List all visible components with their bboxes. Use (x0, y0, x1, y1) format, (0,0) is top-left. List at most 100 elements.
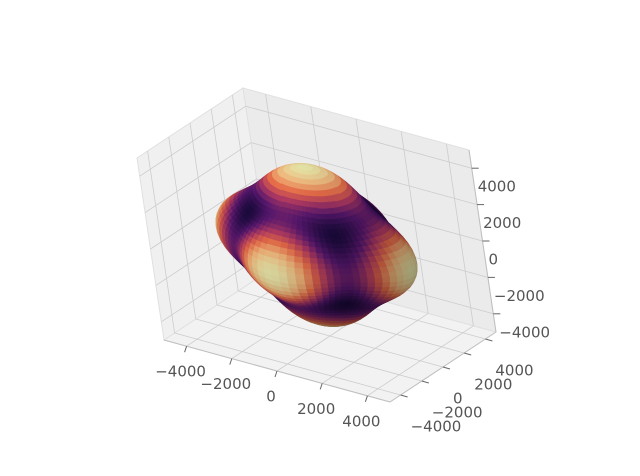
surface-patch (309, 262, 319, 270)
surface-patch (329, 312, 335, 316)
grid-line-z-back (250, 142, 478, 205)
surface-patch (353, 285, 361, 291)
grid-line-z-side (150, 178, 257, 250)
surface-patch (381, 276, 391, 283)
surface-patch (316, 257, 325, 264)
surface-patch (366, 282, 376, 288)
surface-patch (305, 288, 315, 294)
surface-patch (339, 277, 348, 283)
surface-patch (302, 267, 312, 275)
surface-patch (380, 271, 390, 279)
grid-line-x-floor (321, 313, 429, 384)
surface-patch (314, 241, 322, 249)
surface-patch (308, 246, 317, 253)
surface-patch (303, 278, 314, 285)
surface-patch (333, 312, 339, 316)
surface-patch (332, 272, 341, 279)
surface-patch (365, 272, 375, 279)
surface-patch (294, 249, 303, 258)
surface-patch (346, 289, 354, 294)
surface-patch (359, 285, 368, 291)
x-tick-label: 0 (266, 388, 276, 406)
surface-patch (296, 283, 307, 290)
surface-patch (372, 272, 383, 279)
surface-patch (303, 273, 313, 280)
surface-patch (346, 281, 354, 287)
y-tick-label: −4000 (411, 418, 462, 436)
x-tick-mark (274, 370, 278, 378)
x-tick-label: −4000 (155, 363, 206, 381)
surface-patch (320, 312, 327, 316)
surface-patch (318, 273, 328, 280)
surface-patch (359, 277, 368, 283)
surface-patch (317, 268, 327, 275)
surface-patch (313, 237, 321, 244)
surface-patch (301, 256, 311, 264)
grid-line-x-floor (367, 325, 474, 397)
surface-patch (366, 277, 376, 283)
surface-patch (310, 273, 320, 280)
surface (215, 163, 418, 327)
surface-patch (329, 314, 335, 319)
surface-patch (353, 281, 361, 287)
surface-patch (333, 282, 342, 288)
surface-patch (294, 267, 304, 275)
surface-patch (325, 273, 334, 280)
grid-line-x-back (400, 131, 429, 314)
tick-marks (184, 167, 501, 402)
surface-patch (366, 286, 375, 291)
surface-patch (345, 272, 354, 279)
surface-patch (301, 250, 310, 258)
surface-patch (295, 278, 306, 285)
surface-patch (331, 267, 340, 274)
surface-patch (316, 262, 326, 270)
surface-patch (333, 317, 338, 321)
surface-patch (333, 277, 341, 284)
surface-patch (325, 317, 331, 321)
surface-patch (344, 298, 352, 302)
grid-line-z-back (245, 105, 472, 169)
surface-patch (298, 292, 309, 297)
surface-patch (279, 247, 288, 256)
y-tick-mark (442, 366, 451, 370)
x-tick-label: 2000 (297, 400, 335, 418)
surface-patch (319, 283, 329, 289)
x-tick-mark (229, 358, 233, 365)
z-tick-label: −2000 (494, 287, 545, 305)
surface-patch (305, 206, 311, 214)
surface-patch (352, 289, 361, 294)
surface-patch (301, 245, 310, 253)
surface-patch (380, 286, 390, 292)
surface-patch (333, 309, 339, 313)
z-tick-label: 2000 (483, 214, 521, 232)
surface-patch (381, 281, 391, 288)
surface-patch (294, 273, 305, 280)
y-tick-mark (400, 394, 408, 398)
surface-patch (338, 272, 347, 279)
surface-patch (337, 312, 343, 316)
surface-patch (315, 252, 324, 259)
surface-patch (286, 248, 296, 257)
surface-patch (311, 278, 321, 285)
surface-patch (310, 268, 320, 275)
surface-patch (351, 272, 361, 279)
grid-line-z-side (144, 142, 252, 213)
surface-patch (346, 285, 354, 291)
surface-patch (373, 277, 383, 283)
grid-line-y-floor (216, 304, 444, 368)
y-tick-mark (464, 352, 472, 356)
surface-patch (346, 292, 354, 297)
surface-patch (304, 283, 314, 290)
surface-patch (325, 314, 331, 319)
grid-line-z-side (139, 105, 246, 177)
surface-patch (308, 251, 317, 259)
grid-line-y-side (210, 108, 239, 292)
y-tick-mark (421, 380, 429, 384)
surface-patch (297, 288, 308, 294)
x-tick-mark (184, 346, 188, 353)
x-tick-label: −2000 (200, 375, 251, 393)
y-tick-mark (485, 338, 493, 342)
